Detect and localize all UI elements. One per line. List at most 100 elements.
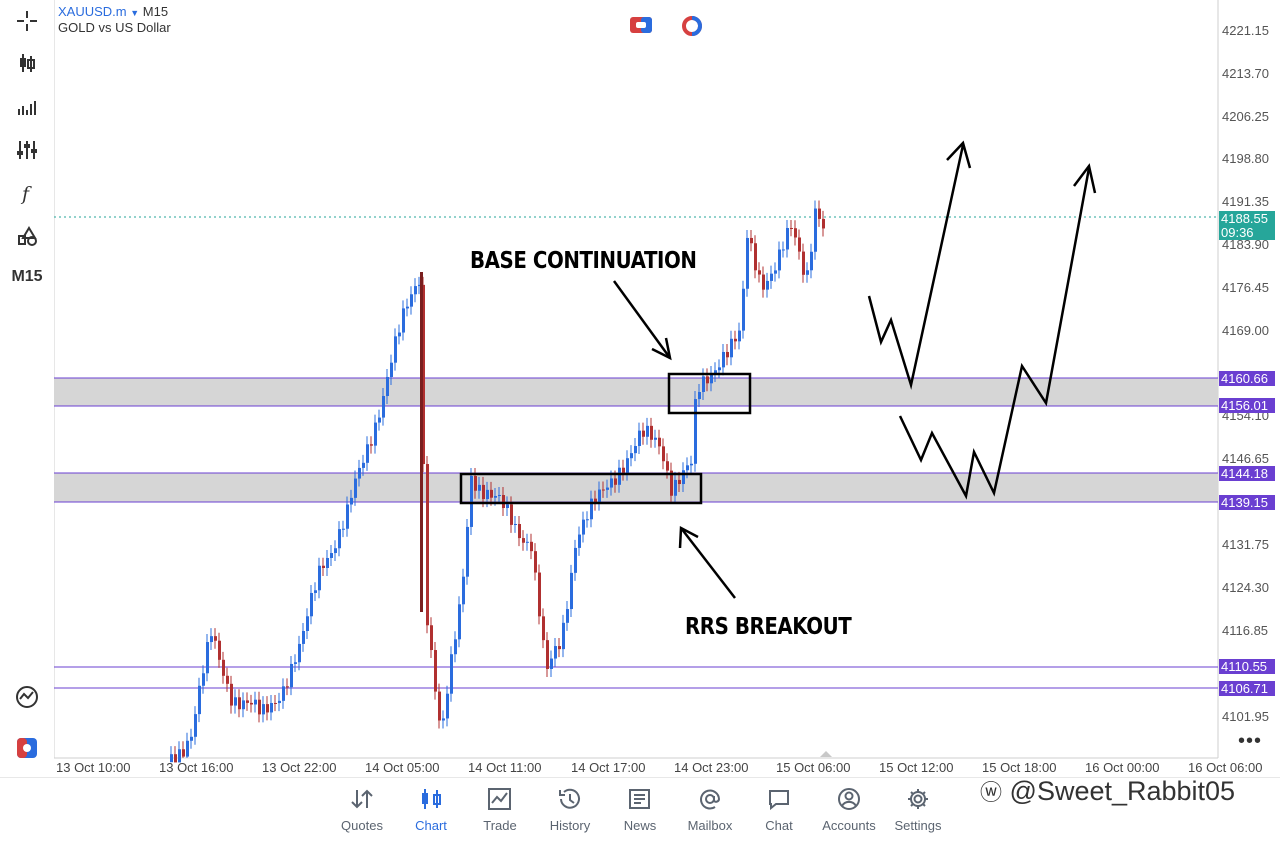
candle-body — [642, 430, 645, 437]
symbol-name[interactable]: XAUUSD.m — [58, 4, 127, 19]
signal-ring-icon[interactable] — [681, 16, 703, 36]
level-price-tag[interactable]: 4160.66 — [1219, 371, 1275, 386]
settings-sliders-icon[interactable] — [12, 135, 42, 165]
trading-signals-icon[interactable] — [12, 682, 42, 712]
candle-body — [410, 294, 413, 307]
candle-body — [542, 616, 545, 641]
nav-chart[interactable]: Chart — [391, 786, 471, 833]
nav-accounts[interactable]: Accounts — [809, 786, 889, 833]
candle-body — [318, 565, 321, 591]
one-click-trading-icon[interactable] — [630, 16, 652, 34]
candle-body — [646, 425, 649, 437]
price-tick-label: 4124.30 — [1222, 580, 1269, 595]
one-click-icon[interactable] — [12, 733, 42, 763]
accounts-icon — [809, 786, 889, 812]
candle-body — [630, 453, 633, 459]
candle-body — [754, 243, 757, 271]
countdown-tag: 09:36 — [1219, 225, 1275, 240]
candle-body — [530, 541, 533, 552]
candle-body — [790, 227, 793, 229]
nav-news[interactable]: News — [600, 786, 680, 833]
watermark: ⓦ @Sweet_Rabbit05 — [980, 776, 1236, 806]
indicators-icon[interactable] — [12, 92, 42, 122]
candles-icon[interactable] — [12, 48, 42, 78]
bottom-navigation: Quotes Chart Trade History News Mailbox … — [0, 777, 1280, 842]
candle-body — [806, 270, 809, 275]
level-price-tag[interactable]: 4139.15 — [1219, 495, 1275, 510]
symbol-dropdown-icon[interactable]: ▼ — [130, 8, 140, 18]
candle-body — [662, 446, 665, 462]
candle-body — [782, 249, 785, 251]
candle-body — [378, 417, 381, 423]
symbol-header[interactable]: XAUUSD.m ▼ M15 — [58, 4, 168, 19]
candle-body — [422, 284, 425, 465]
breakout-box[interactable] — [459, 472, 703, 505]
candle-body — [730, 338, 733, 358]
candle-body — [590, 498, 593, 520]
candle-body — [558, 646, 561, 650]
objects-icon[interactable] — [12, 221, 42, 251]
base-continuation-arrow[interactable] — [612, 280, 672, 361]
function-icon[interactable]: f — [12, 178, 42, 208]
projection-path-1[interactable] — [867, 140, 972, 390]
time-tick-label: 15 Oct 18:00 — [982, 760, 1057, 775]
candle-body — [294, 662, 297, 664]
level-price-tag[interactable]: 4144.18 — [1219, 466, 1275, 481]
projection-path-2[interactable] — [898, 163, 1097, 500]
candle-body — [762, 274, 765, 290]
nav-mailbox[interactable]: Mailbox — [670, 786, 750, 833]
nav-quotes[interactable]: Quotes — [322, 786, 402, 833]
rrs-breakout-arrow[interactable] — [678, 525, 736, 599]
level-price-tag[interactable]: 4106.71 — [1219, 681, 1275, 696]
candle-body — [286, 686, 289, 688]
price-tick-label: 4191.35 — [1222, 194, 1269, 209]
candle-body — [490, 489, 493, 498]
weibo-icon: ⓦ — [980, 780, 1003, 805]
history-icon — [530, 786, 610, 812]
candle-body — [374, 422, 377, 446]
candle-body — [550, 658, 553, 669]
level-price-tag[interactable]: 4110.55 — [1219, 659, 1275, 674]
candle-body — [774, 270, 777, 274]
candle-body — [638, 430, 641, 447]
price-tick-label: 4213.70 — [1222, 66, 1269, 81]
time-tick-label: 14 Oct 05:00 — [365, 760, 440, 775]
crosshair-icon[interactable] — [12, 6, 42, 36]
base-box[interactable] — [667, 372, 752, 415]
current-price-tag: 4188.55 — [1219, 211, 1275, 226]
candle-body — [306, 616, 309, 631]
chart-area[interactable] — [0, 0, 1280, 776]
candle-body — [658, 437, 661, 447]
candle-body — [822, 218, 825, 229]
nav-history[interactable]: History — [530, 786, 610, 833]
timeframe-button[interactable]: M15 — [11, 268, 43, 285]
candle-body — [742, 288, 745, 331]
candle-body — [262, 704, 265, 715]
level-price-tag[interactable]: 4156.01 — [1219, 398, 1275, 413]
nav-trade[interactable]: Trade — [460, 786, 540, 833]
symbol-timeframe: M15 — [142, 4, 169, 19]
candle-body — [474, 475, 477, 491]
candle-body — [546, 640, 549, 669]
rrs-breakout-label[interactable]: RRS BREAKOUT — [685, 614, 852, 640]
more-options-icon[interactable]: ••• — [1238, 730, 1263, 752]
candle-body — [270, 702, 273, 713]
candle-body — [238, 697, 241, 710]
candle-body — [670, 470, 673, 496]
base-continuation-label[interactable]: BASE CONTINUATION — [470, 248, 697, 274]
price-tick-label: 4221.15 — [1222, 23, 1269, 38]
chart-icon — [391, 786, 471, 812]
candle-body — [354, 478, 357, 498]
candle-body — [438, 691, 441, 721]
candle-body — [274, 702, 277, 704]
candle-body — [770, 273, 773, 281]
candle-body — [222, 659, 225, 676]
scroll-marker[interactable] — [820, 751, 832, 757]
candle-body — [622, 467, 625, 473]
nav-chat[interactable]: Chat — [739, 786, 819, 833]
candle-body — [420, 272, 423, 612]
candle-body — [522, 538, 525, 543]
price-tick-label: 4101.95 — [1222, 709, 1269, 724]
nav-settings[interactable]: Settings — [878, 786, 958, 833]
candle-body — [686, 465, 689, 471]
